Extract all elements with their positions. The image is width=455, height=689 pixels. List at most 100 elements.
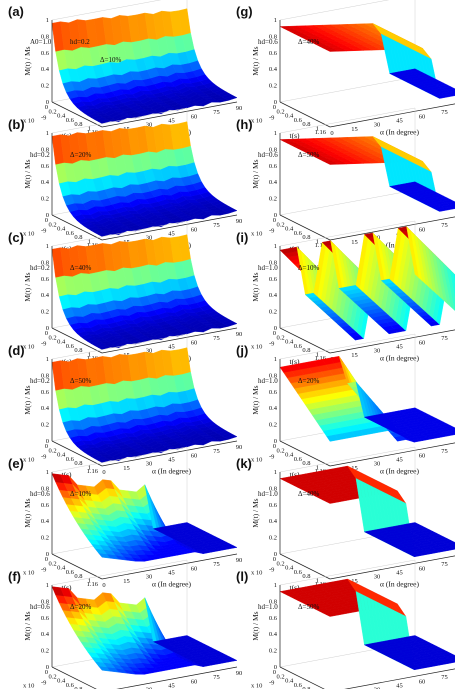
t-tick-label: 0.2 xyxy=(48,673,56,680)
t-tick-label: 0.8 xyxy=(74,573,82,580)
z-tick-label: 0.6 xyxy=(41,502,50,509)
alpha-tick-label: 60 xyxy=(419,226,426,233)
alpha-axis-line xyxy=(344,668,455,689)
param-label: Δ=50% xyxy=(298,603,319,611)
z-tick-label: 0 xyxy=(274,551,277,558)
z-tick-label: 1 xyxy=(46,17,49,24)
alpha-tick-label: 30 xyxy=(146,461,153,468)
surface xyxy=(51,586,238,675)
param-label: hd=0.6 xyxy=(30,490,50,498)
t-tick-label: 1.16 xyxy=(315,355,327,362)
alpha-tick-label: 45 xyxy=(396,570,403,577)
t-tick-label: 0.8 xyxy=(74,347,82,354)
alpha-tick-label: 45 xyxy=(168,457,175,464)
alpha-tick-label: 60 xyxy=(191,113,198,120)
t-tick-label: 1 xyxy=(88,126,91,133)
alpha-tick-label: 0 xyxy=(102,582,105,589)
t-tick-label: 1.16 xyxy=(87,581,99,588)
z-tick-label: 0.2 xyxy=(269,196,277,203)
t-tick-label: 0.6 xyxy=(66,343,75,350)
z-tick-label: 0 xyxy=(46,212,49,219)
alpha-tick-label: 45 xyxy=(396,344,403,351)
alpha-tick-label: 15 xyxy=(351,465,358,472)
z-tick-label: 0.8 xyxy=(41,33,49,40)
panel-label: (j) xyxy=(236,343,248,358)
param-label: Δ=20% xyxy=(298,377,319,385)
z-tick-label: 0 xyxy=(46,99,49,106)
t-exponent-power: -9 xyxy=(41,454,46,461)
t-axis-line xyxy=(279,101,331,128)
t-tick-label: 0.4 xyxy=(57,339,66,346)
param-label: hd=0.6 xyxy=(258,38,278,46)
t-exponent: x 10 xyxy=(251,683,262,689)
z-tick-label: 0.2 xyxy=(269,83,277,90)
alpha-axis-line xyxy=(329,555,455,580)
alpha-tick-label: 15 xyxy=(351,239,358,246)
z-tick-label: 1 xyxy=(274,243,277,250)
surface-patch xyxy=(405,407,420,412)
t-axis-line xyxy=(51,101,103,128)
t-exponent: x 10 xyxy=(23,344,34,351)
z-axis-title: M(t) / Ms xyxy=(23,46,32,75)
t-exponent-power: -9 xyxy=(269,341,274,348)
alpha-tick-label: 75 xyxy=(441,561,448,568)
z-tick-label: 0.2 xyxy=(269,535,277,542)
param-label: hd=1.0 xyxy=(258,603,278,611)
param-label: Δ=40% xyxy=(70,264,91,272)
alpha-tick-label: 90 xyxy=(236,557,243,564)
t-tick-label: 0.2 xyxy=(48,221,56,228)
t-axis-line xyxy=(51,666,97,689)
surface xyxy=(279,136,455,212)
t-tick-label: 0.2 xyxy=(276,221,284,228)
t-tick-label: 0.8 xyxy=(74,121,82,128)
z-axis-title: M(t) / Ms xyxy=(251,272,260,301)
t-tick-label: 0 xyxy=(273,556,276,563)
z-tick-label: 0.4 xyxy=(269,179,278,186)
param-label: Δ=40% xyxy=(298,490,319,498)
t-tick-label: 0.2 xyxy=(48,108,56,115)
alpha-axis-title: α (In degree) xyxy=(380,128,419,137)
t-tick-label: 1.16 xyxy=(315,129,327,136)
t-tick-label: 1 xyxy=(316,352,319,359)
z-tick-label: 1 xyxy=(274,356,277,363)
t-tick-label: 0.8 xyxy=(302,121,310,128)
t-tick-label: 0.8 xyxy=(302,573,310,580)
panel-label: (a) xyxy=(8,4,24,19)
panel-label: (e) xyxy=(8,456,24,471)
surface-patch xyxy=(405,522,420,526)
alpha-tick-label: 90 xyxy=(236,670,243,677)
param-label: hd=0.2 xyxy=(30,377,50,385)
z-tick-label: 0.2 xyxy=(41,422,49,429)
alpha-tick-label: 45 xyxy=(168,683,175,689)
param-label: Δ=10% xyxy=(100,56,121,64)
alpha-tick-label: 90 xyxy=(236,218,243,225)
param-label: Δ=40% xyxy=(298,38,319,46)
z-axis-title: M(t) / Ms xyxy=(23,611,32,640)
z-tick-label: 1 xyxy=(46,582,49,589)
z-tick-label: 0.2 xyxy=(269,648,277,655)
z-tick-label: 1 xyxy=(274,130,277,137)
z-tick-label: 0.4 xyxy=(41,631,50,638)
param-label: hd=1.0 xyxy=(258,490,278,498)
param-label: hd=0.6 xyxy=(258,151,278,159)
t-tick-label: 0.4 xyxy=(57,565,66,572)
z-tick-label: 0.2 xyxy=(269,422,277,429)
t-tick-label: 0.8 xyxy=(74,234,82,241)
t-tick-label: 0.2 xyxy=(48,560,56,567)
t-tick-label: 0 xyxy=(45,217,48,224)
t-tick-label: 0.2 xyxy=(276,447,284,454)
z-tick-label: 1 xyxy=(46,243,49,250)
t-tick-label: 0.4 xyxy=(57,452,66,459)
t-exponent: x 10 xyxy=(23,118,34,125)
alpha-tick-label: 30 xyxy=(146,122,153,129)
z-axis-title: M(t) / Ms xyxy=(23,159,32,188)
alpha-tick-label: 45 xyxy=(168,344,175,351)
alpha-axis-line xyxy=(101,327,238,354)
surface xyxy=(279,226,455,341)
